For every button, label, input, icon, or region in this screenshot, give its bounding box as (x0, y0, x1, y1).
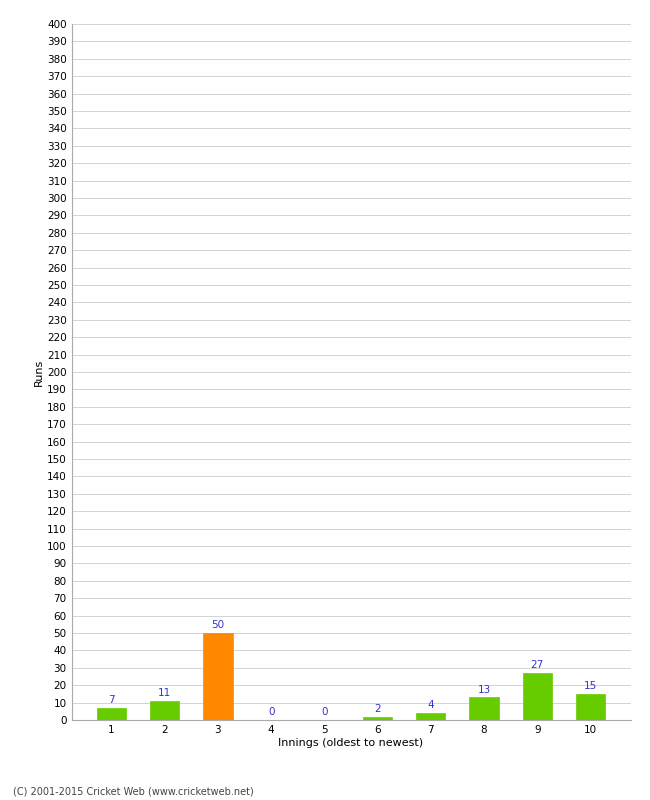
Bar (363, 717, 392, 720)
Bar (416, 713, 445, 720)
Text: 27: 27 (530, 661, 544, 670)
Bar (576, 694, 605, 720)
X-axis label: Innings (oldest to newest): Innings (oldest to newest) (278, 738, 424, 748)
Y-axis label: Runs: Runs (34, 358, 44, 386)
Text: 4: 4 (428, 701, 434, 710)
Text: 7: 7 (109, 695, 115, 706)
Bar (523, 673, 552, 720)
Bar (469, 698, 499, 720)
Text: 11: 11 (158, 688, 172, 698)
Bar (203, 633, 233, 720)
Text: 0: 0 (268, 707, 274, 718)
Text: (C) 2001-2015 Cricket Web (www.cricketweb.net): (C) 2001-2015 Cricket Web (www.cricketwe… (13, 786, 254, 796)
Text: 15: 15 (584, 682, 597, 691)
Bar (97, 708, 126, 720)
Text: 13: 13 (477, 685, 491, 694)
Bar (150, 701, 179, 720)
Text: 50: 50 (211, 620, 224, 630)
Text: 0: 0 (321, 707, 328, 718)
Text: 2: 2 (374, 704, 381, 714)
